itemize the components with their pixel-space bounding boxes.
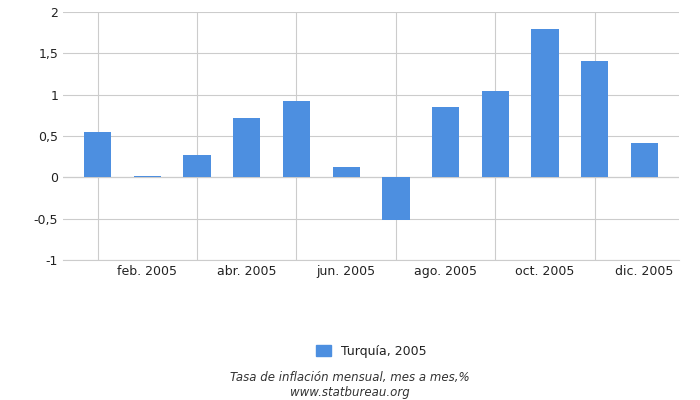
Bar (183, 155, 211, 177)
Text: www.statbureau.org: www.statbureau.org (290, 386, 410, 399)
Bar (134, 176, 161, 177)
Bar (233, 118, 260, 177)
Text: Tasa de inflación mensual, mes a mes,%: Tasa de inflación mensual, mes a mes,% (230, 372, 470, 384)
Bar (283, 101, 310, 177)
Bar (84, 132, 111, 177)
Bar (432, 107, 459, 177)
Bar (581, 61, 608, 177)
Bar (631, 143, 658, 177)
Bar (382, 177, 410, 220)
Legend: Turquía, 2005: Turquía, 2005 (316, 345, 426, 358)
Bar (332, 168, 360, 177)
Bar (531, 29, 559, 177)
Bar (482, 91, 509, 177)
